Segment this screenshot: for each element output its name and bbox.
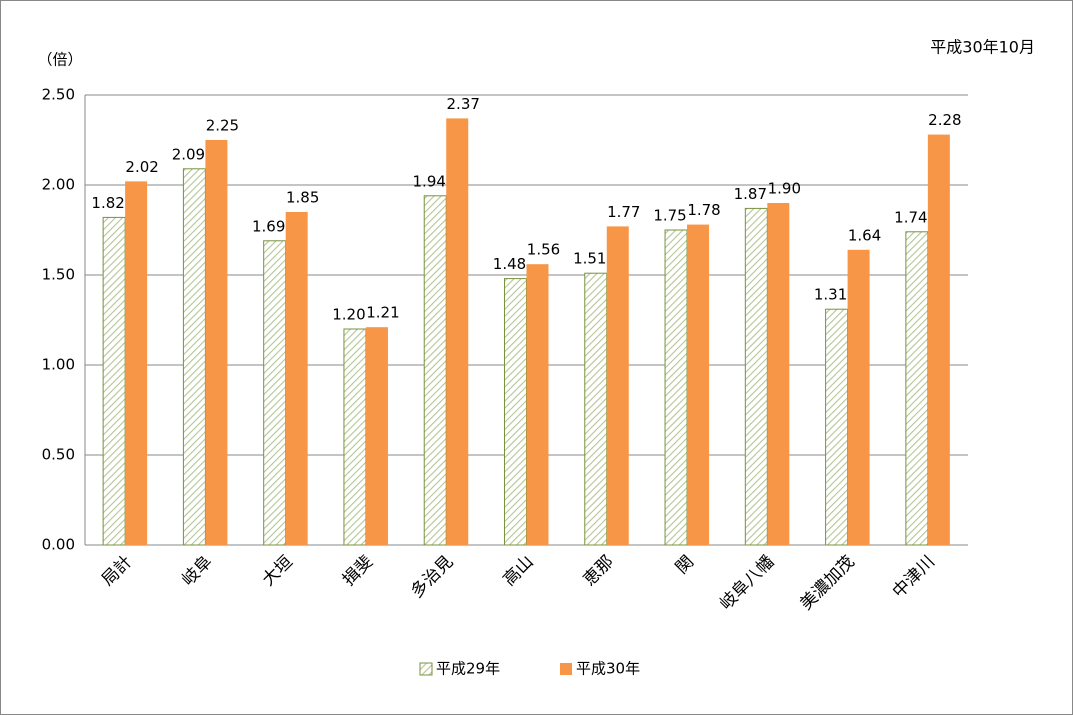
value-label: 1.85 — [286, 189, 319, 207]
value-label: 2.09 — [172, 145, 205, 163]
y-tick-label: 0.00 — [42, 536, 75, 554]
legend-swatch — [560, 663, 572, 675]
value-label: 2.37 — [447, 95, 480, 113]
value-label: 2.02 — [125, 158, 158, 176]
bar — [847, 249, 870, 546]
value-label: 1.94 — [413, 172, 446, 190]
value-label: 1.64 — [848, 226, 881, 244]
y-tick-label: 1.00 — [42, 356, 75, 374]
value-label: 1.20 — [332, 306, 365, 324]
bar — [584, 272, 608, 546]
value-label: 1.48 — [493, 255, 526, 273]
legend-swatch — [419, 662, 433, 676]
value-label: 1.82 — [91, 194, 124, 212]
bar — [423, 195, 447, 546]
y-tick-label: 2.50 — [42, 86, 75, 104]
value-label: 1.75 — [653, 207, 686, 225]
value-label: 1.77 — [607, 203, 640, 221]
y-tick-label: 0.50 — [42, 446, 75, 464]
bar — [606, 226, 629, 545]
value-label: 1.74 — [894, 208, 927, 226]
bar — [687, 224, 710, 545]
legend-label: 平成30年 — [576, 660, 640, 678]
bar — [927, 134, 950, 545]
bar — [664, 229, 688, 546]
bar — [504, 278, 527, 546]
value-label: 1.51 — [573, 250, 606, 268]
value-label: 2.25 — [206, 117, 239, 135]
value-label: 2.28 — [928, 111, 961, 129]
bar — [365, 327, 388, 545]
subtitle: 平成30年10月 — [930, 38, 1035, 57]
value-label: 1.21 — [366, 304, 399, 322]
bar — [744, 207, 768, 546]
bar — [285, 212, 308, 545]
bar — [446, 118, 469, 546]
y-tick-label: 1.50 — [42, 266, 75, 284]
bar — [825, 308, 849, 546]
bar — [905, 231, 929, 546]
bar — [767, 203, 790, 545]
value-label: 1.31 — [814, 286, 847, 304]
value-label: 1.56 — [527, 241, 560, 259]
value-label: 1.78 — [687, 201, 720, 219]
bar — [205, 140, 228, 545]
bar — [125, 181, 148, 545]
bar — [182, 168, 206, 546]
value-label: 1.90 — [768, 180, 801, 198]
bar — [343, 328, 367, 546]
y-tick-label: 2.00 — [42, 176, 75, 194]
bar — [102, 216, 126, 546]
bar — [526, 264, 549, 545]
value-label: 1.87 — [734, 185, 767, 203]
y-axis-label: （倍） — [37, 51, 82, 69]
value-label: 1.69 — [252, 217, 285, 235]
bar — [263, 240, 287, 546]
legend-label: 平成29年 — [436, 660, 500, 678]
